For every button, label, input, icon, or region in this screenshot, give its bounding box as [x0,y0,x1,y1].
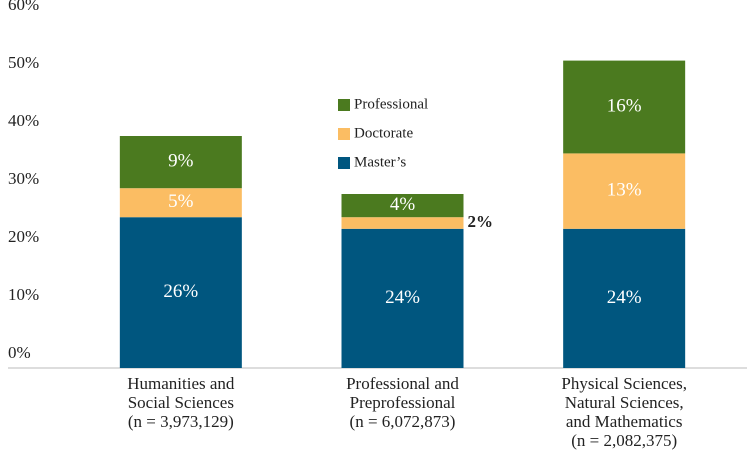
x-tick-label: Humanities and Social Sciences (n = 3,973,… [127,374,235,431]
data-label: 5% [168,191,194,212]
legend-swatch [338,99,350,111]
data-label: 16% [607,95,642,116]
bar-segment [119,136,242,189]
bar-segment [341,228,464,368]
legend-swatch [338,157,350,169]
y-tick-label: 40% [8,111,39,130]
y-tick-label: 20% [8,227,39,246]
bar-segment [563,153,686,229]
x-tick-label: Physical Sciences, Natural Sciences, and M… [561,374,687,450]
data-label: 2% [468,212,494,231]
y-tick-label: 0% [8,343,31,362]
data-label: 9% [168,150,194,171]
x-tick-label: Professional and Preprofessional (n = 6,07… [346,374,459,431]
legend-label: Professional [354,96,428,112]
data-label: 24% [607,287,642,308]
bar-segment [563,228,686,368]
legend-label: Doctorate [354,125,413,141]
data-label: 26% [163,281,198,302]
bar-segment [119,217,242,368]
y-tick-label: 50% [8,53,39,72]
bar-segment [341,194,464,218]
data-label: 24% [385,287,420,308]
data-label: 4% [390,194,416,215]
bar-segment [563,60,686,154]
y-tick-label: 10% [8,285,39,304]
legend-label: Master’s [354,154,406,170]
data-label: 13% [607,179,642,200]
y-tick-label: 30% [8,169,39,188]
y-tick-label: 60% [8,0,39,14]
bar-segment [341,217,464,229]
legend-swatch [338,128,350,140]
bar-segment [119,188,242,218]
